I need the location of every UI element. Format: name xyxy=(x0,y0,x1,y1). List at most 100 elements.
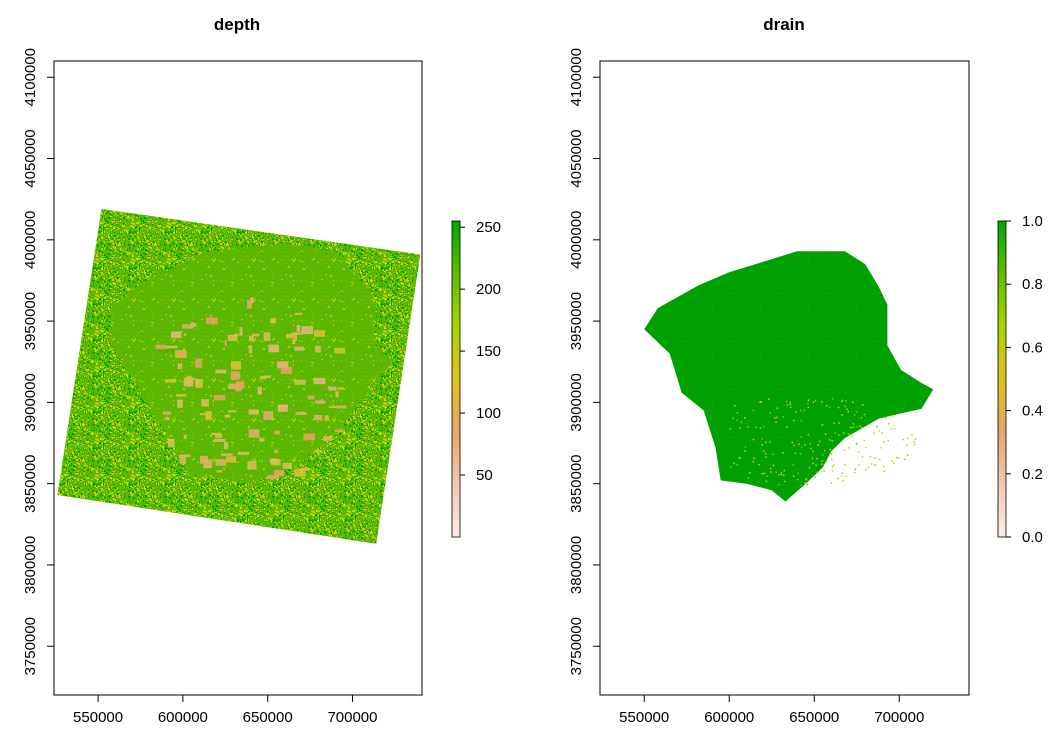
raster-cell xyxy=(248,409,259,415)
raster-cell xyxy=(226,456,237,463)
raster-cell xyxy=(760,401,762,403)
raster-cell xyxy=(783,480,786,483)
raster-cell xyxy=(175,394,187,397)
raster-cell xyxy=(328,406,338,408)
raster-cell xyxy=(824,433,827,435)
raster-cell xyxy=(874,464,876,466)
raster-cell xyxy=(793,419,795,422)
raster-cell xyxy=(832,464,835,466)
depth-legend: 50 100 150 200 250 xyxy=(451,219,501,538)
raster-cell xyxy=(205,411,212,420)
raster-cell xyxy=(882,465,885,468)
raster-cell xyxy=(190,322,197,327)
raster-cell xyxy=(789,401,791,403)
raster-cell xyxy=(279,361,287,367)
raster-cell xyxy=(739,427,741,429)
raster-cell xyxy=(195,358,203,368)
raster-cell xyxy=(324,415,329,421)
raster-cell xyxy=(782,452,784,454)
raster-cell xyxy=(845,475,847,478)
raster-cell xyxy=(841,472,843,474)
raster-extent xyxy=(644,251,934,502)
legend-tick-label: 1.0 xyxy=(1022,213,1043,230)
raster-cell xyxy=(768,398,770,400)
raster-cell xyxy=(228,410,237,413)
raster-cell xyxy=(315,400,326,404)
raster-cell xyxy=(314,450,323,453)
raster-cell xyxy=(231,361,241,370)
raster-cell xyxy=(782,416,785,418)
raster-cell xyxy=(313,377,326,385)
raster-cell xyxy=(906,454,909,456)
raster-cell xyxy=(786,404,789,406)
raster-cell xyxy=(913,441,916,443)
raster-cell xyxy=(230,371,240,380)
raster-cell xyxy=(838,434,840,436)
raster-cell xyxy=(337,387,344,390)
raster-cell xyxy=(869,456,872,458)
raster-cell xyxy=(844,405,847,408)
raster-cell xyxy=(295,411,307,415)
raster-cell xyxy=(761,473,764,475)
raster-cell xyxy=(177,399,183,408)
y-axis: 3750000 3800000 3850000 3900000 3950000 40000… xyxy=(22,48,55,675)
raster-cell xyxy=(259,376,267,380)
raster-cell xyxy=(840,475,843,477)
drain-panel: drain 550000 600000 650000 700000 3750000 38… xyxy=(568,15,1043,726)
raster-cell xyxy=(834,432,836,434)
raster-cell xyxy=(307,395,315,400)
raster-cell xyxy=(795,411,797,413)
raster-cell xyxy=(759,427,762,429)
raster-cell xyxy=(215,369,227,374)
raster-cell xyxy=(274,430,280,435)
raster-cell xyxy=(830,482,833,484)
raster-cell xyxy=(831,465,834,468)
raster-cell xyxy=(852,401,854,403)
raster-cell xyxy=(808,467,811,469)
raster-cell xyxy=(826,405,828,407)
raster-cell xyxy=(790,406,792,408)
raster-cell xyxy=(807,406,810,409)
raster-cell xyxy=(853,471,856,474)
raster-cell xyxy=(294,379,306,385)
raster-cell xyxy=(215,459,227,466)
raster-cell xyxy=(223,441,229,450)
raster-cell xyxy=(821,463,823,465)
raster-cell xyxy=(845,400,847,402)
raster-cell xyxy=(164,379,177,383)
raster-cell xyxy=(294,346,305,351)
raster-cell xyxy=(733,462,735,464)
raster-cell xyxy=(334,429,346,432)
raster-cell xyxy=(881,432,883,434)
raster-cell xyxy=(780,474,782,476)
raster-cell xyxy=(323,436,333,441)
raster-cell xyxy=(792,475,795,477)
raster-cell xyxy=(818,440,821,443)
raster-cell xyxy=(182,324,194,329)
raster-cell xyxy=(314,415,323,421)
raster-cell xyxy=(825,460,827,463)
raster-cell xyxy=(829,449,831,451)
raster-cell xyxy=(831,440,833,442)
raster-cell xyxy=(837,406,840,409)
raster-cell xyxy=(863,440,866,442)
raster-cell xyxy=(740,421,743,423)
raster-cell xyxy=(803,409,806,411)
y-tick-label: 3900000 xyxy=(22,373,39,431)
raster-cell xyxy=(895,456,898,459)
raster-cell xyxy=(807,402,809,405)
raster-cell xyxy=(270,318,277,324)
raster-cell xyxy=(786,426,788,428)
raster-cell xyxy=(752,438,755,441)
raster-cell xyxy=(792,464,794,466)
raster-cell xyxy=(301,326,314,335)
raster-cell xyxy=(249,335,255,342)
y-tick-label: 4100000 xyxy=(568,48,585,106)
y-tick-label: 3800000 xyxy=(568,536,585,594)
raster-cell xyxy=(794,452,797,454)
legend-tick-label: 150 xyxy=(476,343,501,360)
raster-cell xyxy=(800,436,802,438)
raster-cell xyxy=(227,334,238,341)
raster-cell xyxy=(796,478,799,481)
y-tick-label: 3850000 xyxy=(568,454,585,512)
